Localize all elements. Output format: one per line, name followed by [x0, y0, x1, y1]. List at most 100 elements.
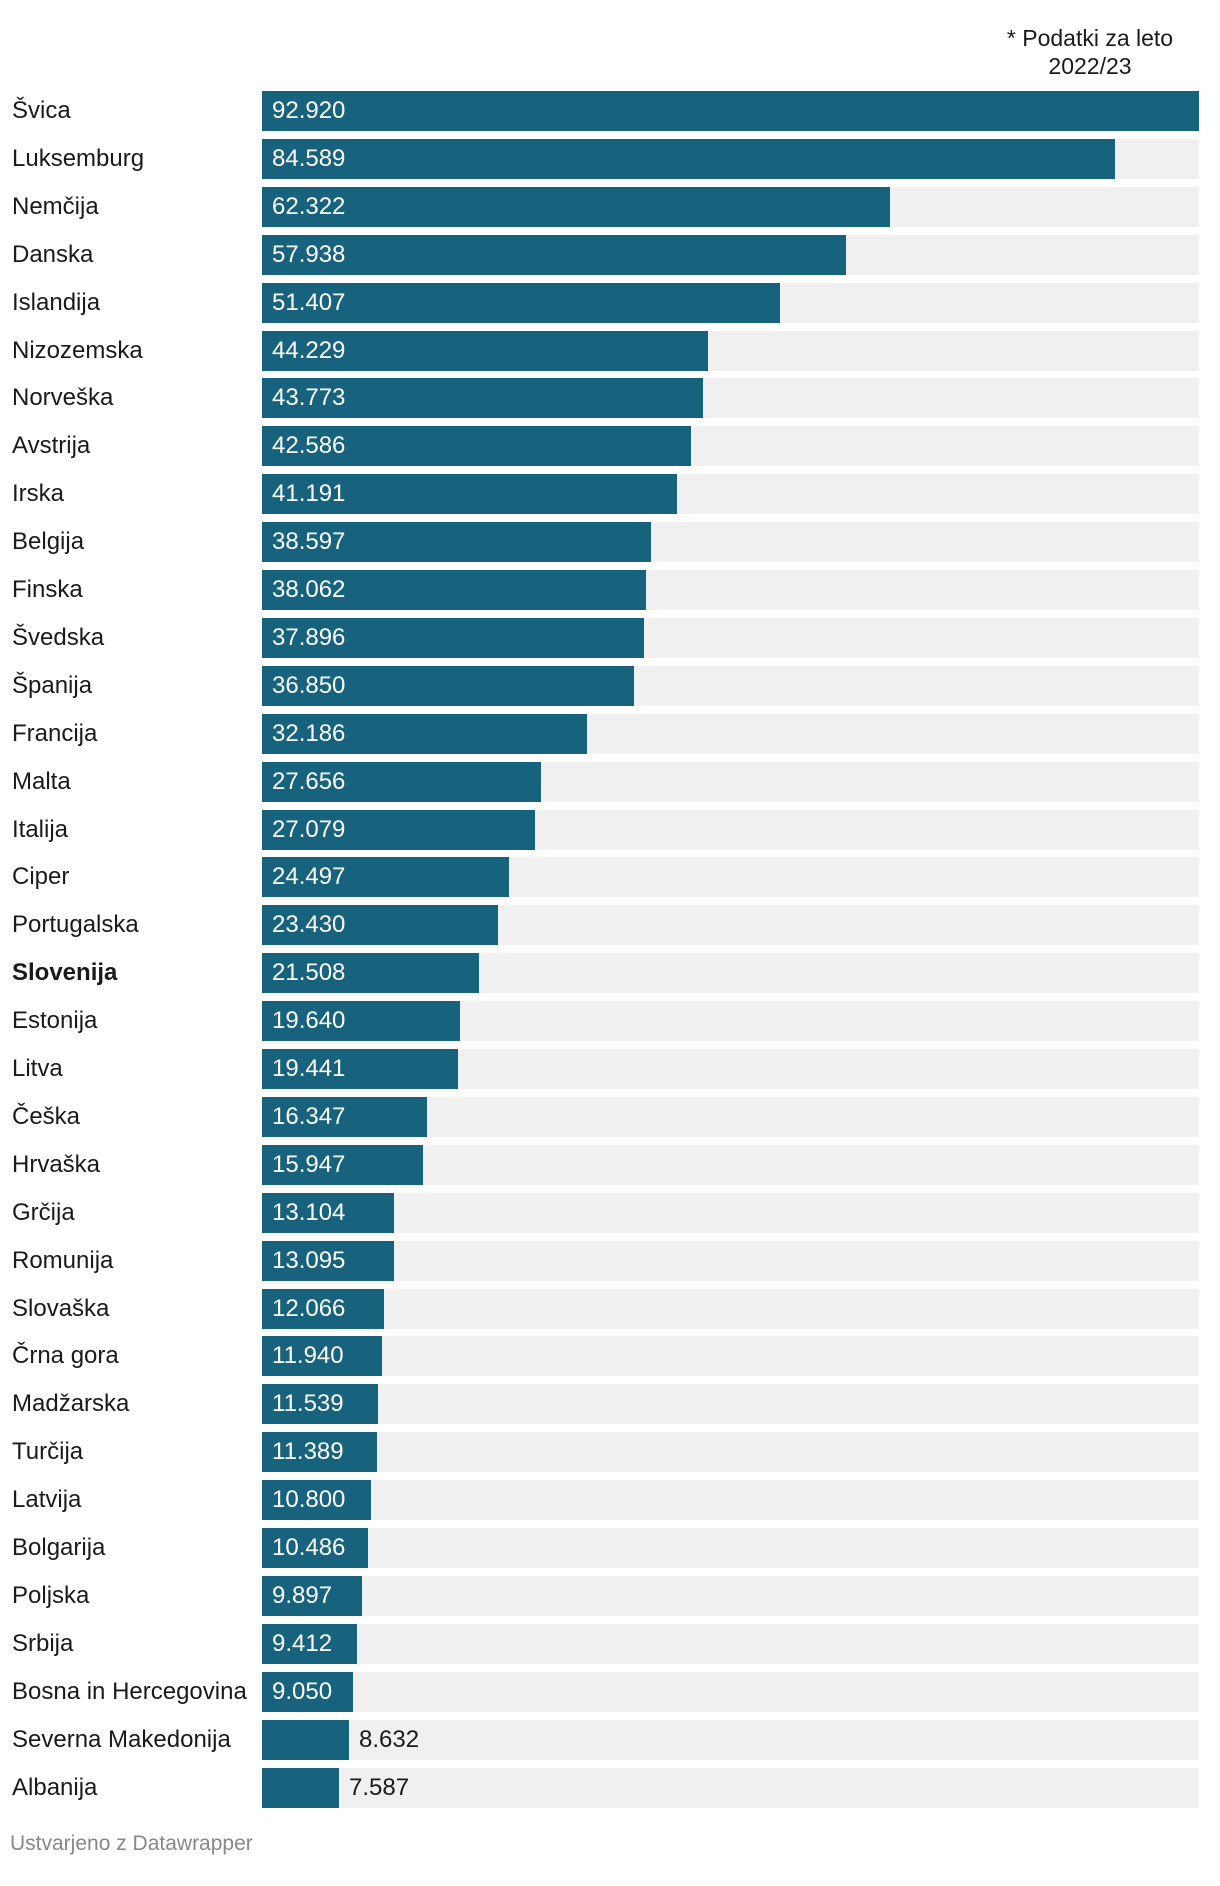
bar	[262, 809, 535, 850]
category-label: Hrvaška	[12, 1150, 101, 1178]
bar-track: 11.940	[262, 1336, 1199, 1377]
value-label: 11.539	[272, 1390, 344, 1418]
bar	[262, 1240, 394, 1281]
value-label: 51.407	[272, 288, 346, 316]
category-label: Italija	[12, 815, 69, 843]
bar-row: Norveška 43.773	[0, 374, 1220, 422]
category-label: Ciper	[12, 863, 70, 891]
bar-row: Malta 27.656	[0, 758, 1220, 806]
bar-row: Severna Makedonija 8.632	[0, 1716, 1220, 1764]
value-label: 13.104	[272, 1198, 346, 1226]
category-label: Slovenija	[12, 959, 118, 987]
bar-row: Danska 57.938	[0, 231, 1220, 279]
bar-track: 27.079	[262, 809, 1199, 850]
category-label: Albanija	[12, 1773, 98, 1801]
bar-row: Bosna in Hercegovina 9.050	[0, 1668, 1220, 1716]
bar-track: 19.640	[262, 1001, 1199, 1042]
bar-track: 12.066	[262, 1288, 1199, 1329]
bar-track: 27.656	[262, 761, 1199, 802]
category-label: Severna Makedonija	[12, 1725, 231, 1753]
bar-row: Grčija 13.104	[0, 1189, 1220, 1237]
bar-track: 51.407	[262, 282, 1199, 323]
bar	[262, 282, 780, 323]
bar	[262, 761, 541, 802]
bar	[262, 1575, 362, 1616]
bar-track: 16.347	[262, 1096, 1199, 1137]
bar-track: 15.947	[262, 1144, 1199, 1185]
value-label: 16.347	[272, 1102, 346, 1130]
bar-track: 43.773	[262, 378, 1199, 419]
bar-row: Belgija 38.597	[0, 518, 1220, 566]
bar-row: Hrvaška 15.947	[0, 1141, 1220, 1189]
bar	[262, 1096, 427, 1137]
bar	[262, 91, 1199, 131]
category-label: Španija	[12, 671, 93, 699]
category-label: Srbija	[12, 1629, 74, 1657]
bar-track: 38.597	[262, 522, 1199, 563]
category-label: Danska	[12, 240, 94, 268]
bar	[262, 138, 1115, 179]
bar-row: Islandija 51.407	[0, 279, 1220, 327]
bar-row: Švica 92.920	[0, 87, 1220, 135]
value-label: 11.940	[272, 1342, 344, 1370]
bar-row: Portugalska 23.430	[0, 901, 1220, 949]
bar-row: Češka 16.347	[0, 1093, 1220, 1141]
category-label: Nemčija	[12, 192, 99, 220]
category-label: Bosna in Hercegovina	[12, 1677, 247, 1705]
value-label: 27.656	[272, 767, 346, 795]
value-label: 9.050	[272, 1677, 333, 1705]
value-label: 9.412	[272, 1629, 333, 1657]
category-label: Portugalska	[12, 911, 139, 939]
bar	[262, 857, 509, 898]
category-label: Luksemburg	[12, 144, 145, 172]
category-label: Grčija	[12, 1198, 75, 1226]
bar	[262, 474, 677, 515]
category-label: Nizozemska	[12, 336, 143, 364]
value-label: 32.186	[272, 719, 346, 747]
bar-row: Turčija 11.389	[0, 1428, 1220, 1476]
bar	[262, 330, 708, 371]
category-label: Madžarska	[12, 1390, 130, 1418]
category-label: Slovaška	[12, 1294, 110, 1322]
bar-track: 38.062	[262, 570, 1199, 610]
bar-track: 10.486	[262, 1528, 1199, 1568]
value-label: 62.322	[272, 192, 346, 220]
category-label: Islandija	[12, 288, 101, 316]
data-note: * Podatki za leto 2022/23	[985, 24, 1195, 80]
bar-row: Srbija 9.412	[0, 1620, 1220, 1668]
bar-track: 13.095	[262, 1240, 1199, 1281]
bar	[262, 953, 479, 994]
category-label: Češka	[12, 1102, 81, 1130]
value-label: 10.486	[272, 1534, 346, 1561]
category-label: Bolgarija	[12, 1534, 106, 1561]
category-label: Poljska	[12, 1581, 90, 1609]
value-label: 12.066	[272, 1294, 346, 1322]
bar-row: Španija 36.850	[0, 662, 1220, 710]
bar-track: 11.539	[262, 1384, 1199, 1425]
bar-track: 32.186	[262, 713, 1199, 754]
bar	[262, 1719, 349, 1760]
bar-track: 10.800	[262, 1480, 1199, 1521]
bar-row: Ciper 24.497	[0, 853, 1220, 901]
category-label: Črna gora	[12, 1342, 119, 1370]
bar	[262, 1623, 357, 1664]
value-label: 42.586	[272, 432, 346, 460]
bar-row: Slovaška 12.066	[0, 1285, 1220, 1333]
value-label: 10.800	[272, 1486, 346, 1514]
value-label: 44.229	[272, 336, 346, 364]
category-label: Avstrija	[12, 432, 91, 460]
bar-row: Bolgarija 10.486	[0, 1524, 1220, 1572]
category-label: Švedska	[12, 623, 105, 651]
value-label: 7.587	[349, 1773, 410, 1801]
value-label: 37.896	[272, 623, 346, 651]
bar-track: 36.850	[262, 665, 1199, 706]
value-label: 84.589	[272, 144, 346, 172]
bar-track: 9.050	[262, 1671, 1199, 1712]
bar	[262, 378, 703, 419]
value-label: 57.938	[272, 240, 346, 268]
category-label: Latvija	[12, 1486, 82, 1514]
value-label: 36.850	[272, 671, 346, 699]
bar-row: Italija 27.079	[0, 806, 1220, 854]
bar-track: 21.508	[262, 953, 1199, 994]
category-label: Malta	[12, 767, 71, 795]
